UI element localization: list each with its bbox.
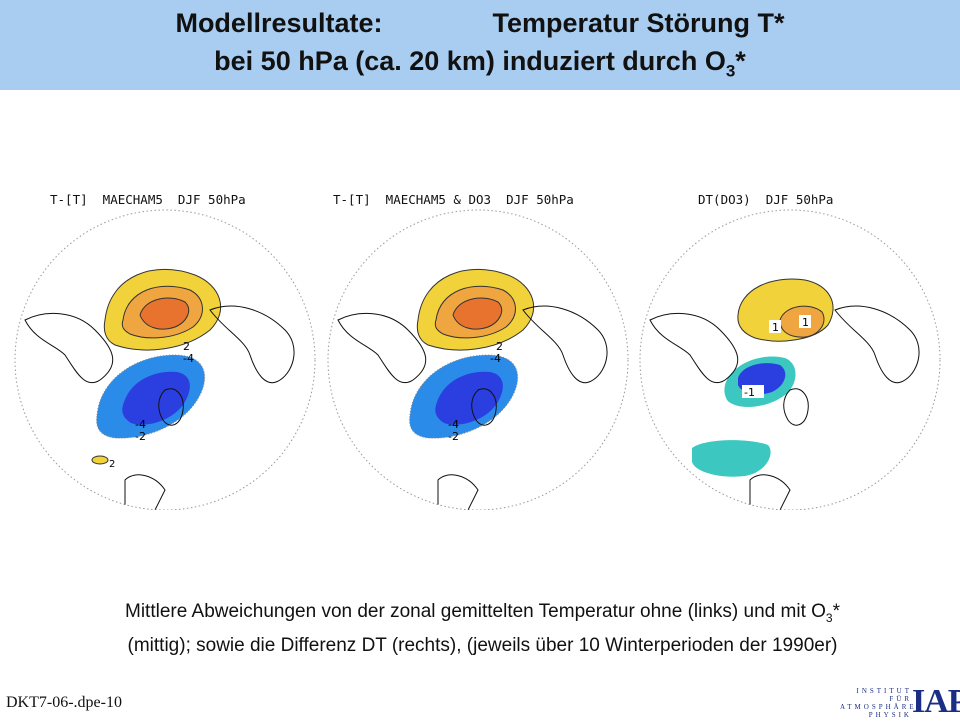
map-boundary <box>327 209 629 510</box>
contour-label: 2 <box>109 459 115 470</box>
contour-label: -4 <box>448 418 459 431</box>
map-panel-middle: T-[T] MAECHAM5 & DO3 DJF 50hPa 2 -4 -4 -… <box>318 180 638 510</box>
map-panel-title: DT(DO3) DJF 50hPa <box>698 192 834 207</box>
contour-label-bg <box>742 385 764 398</box>
contour-label: -4 <box>183 352 194 365</box>
contour-label: -1 <box>744 386 755 399</box>
contour-label: -2 <box>135 430 146 443</box>
map-boundary <box>14 209 316 510</box>
caption-line2: (mittig); sowie die Differenz DT (rechts… <box>127 634 838 656</box>
coastlines <box>24 305 295 510</box>
page-title-line1: Modellresultate: Temperatur Störung T* <box>175 8 785 38</box>
caption-line1: Mittlere Abweichungen von der zonal gemi… <box>125 601 840 625</box>
warm-anomaly-small <box>91 455 109 465</box>
polar-map: 2 -4 -4 -2 <box>327 209 629 510</box>
warm-anomaly-inner <box>139 297 190 330</box>
contour-label: 1 <box>802 316 809 329</box>
contour-label-bg <box>769 320 781 333</box>
map-panel-right: DT(DO3) DJF 50hPa 1 1 -1 <box>630 180 950 510</box>
map-panel-title: T-[T] MAECHAM5 & DO3 DJF 50hPa <box>333 192 574 207</box>
logo-text-row: ATMOSPHÄREN <box>840 703 925 711</box>
cold-anomaly-south <box>692 440 771 477</box>
map-boundary <box>639 209 941 510</box>
slide-code: DKT7-06-.dpe-10 <box>6 694 122 711</box>
contour-label: 2 <box>183 340 190 353</box>
coastlines <box>649 305 920 510</box>
contour-label: 1 <box>772 321 779 334</box>
logo-text-row: FÜR <box>889 695 912 703</box>
contour-label: 2 <box>496 340 503 353</box>
logo-abbr: IAP <box>912 683 960 720</box>
contour-label: -4 <box>490 352 501 365</box>
warm-anomaly-inner <box>452 297 503 330</box>
contour-label: -4 <box>135 418 146 431</box>
map-panel-left: T-[T] MAECHAM5 DJF 50hPa 2 -4 -4 -2 2 <box>5 180 325 510</box>
contour-label: -2 <box>448 430 459 443</box>
title-banner: Modellresultate: Temperatur Störung T* be… <box>0 0 960 90</box>
logo-text-row: PHYSIK <box>868 711 912 719</box>
contour-label-bg <box>799 315 811 328</box>
cold-anomaly-inner <box>122 371 190 425</box>
cold-anomaly-inner <box>435 371 503 425</box>
iap-logo: INSTITUT FÜR ATMOSPHÄREN PHYSIK IAP <box>840 683 960 720</box>
figure-caption: Mittlere Abweichungen von der zonal gemi… <box>20 598 945 660</box>
polar-map: 1 1 -1 <box>639 209 941 510</box>
logo-text-row: INSTITUT <box>856 687 912 695</box>
polar-map: 2 -4 -4 -2 2 <box>14 209 316 510</box>
page-title-line2: bei 50 hPa (ca. 20 km) induziert durch O… <box>214 46 746 81</box>
map-panel-title: T-[T] MAECHAM5 DJF 50hPa <box>50 192 246 207</box>
coastlines <box>337 305 608 510</box>
